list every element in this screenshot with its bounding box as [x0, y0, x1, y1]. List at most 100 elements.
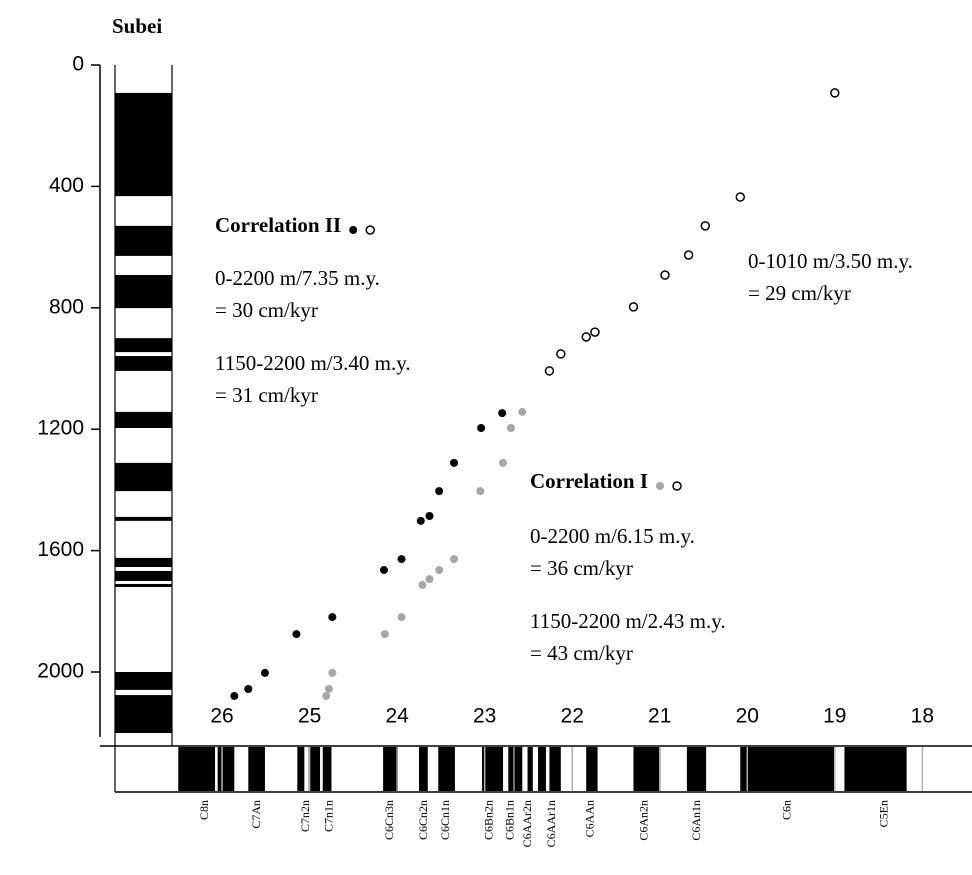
x-tick-label: 23: [473, 705, 496, 728]
chron-label: C6Cn2n: [416, 800, 430, 840]
legend-marker: [656, 482, 665, 490]
chron-band: [538, 747, 546, 791]
polarity-band: [115, 356, 172, 371]
point: [322, 691, 331, 700]
chron-band: [438, 747, 455, 791]
point: [230, 691, 239, 700]
point: [450, 458, 459, 467]
chron-label: C7n2n: [298, 800, 312, 832]
chron-label: C6AAr2n: [520, 800, 534, 847]
y-tick-label: 1200: [37, 417, 84, 440]
chron-band: [549, 747, 561, 791]
polarity-band: [115, 462, 172, 492]
chron-band: [508, 747, 514, 791]
chron-band: [633, 747, 661, 791]
polarity-band: [115, 557, 172, 567]
y-tick-label: 0: [72, 53, 84, 76]
legend-marker: [365, 225, 375, 235]
point: [450, 555, 459, 564]
annotation-line: = 43 cm/kyr: [530, 641, 633, 665]
point: [556, 349, 566, 359]
annotation-line: 0-1010 m/3.50 m.y.: [748, 249, 913, 273]
x-tick-label: 20: [736, 705, 759, 728]
x-tick-label: 22: [561, 705, 584, 728]
annotation-title: Correlation I: [530, 469, 648, 493]
point: [425, 512, 434, 521]
point: [416, 516, 425, 525]
chron-band: [844, 747, 907, 791]
chron-band: [482, 747, 504, 791]
point: [735, 192, 746, 202]
annotation-line: = 36 cm/kyr: [530, 556, 633, 580]
point: [477, 423, 486, 432]
chart-title: Subei: [112, 14, 162, 38]
annotation-line: 0-2200 m/6.15 m.y.: [530, 524, 695, 548]
annotation-title: Correlation II: [215, 213, 341, 237]
point: [328, 668, 337, 677]
chron-label: C6n: [779, 800, 793, 820]
chron-band: [419, 747, 428, 791]
polarity-band: [115, 225, 172, 256]
point: [518, 407, 527, 416]
legend-marker: [349, 226, 358, 234]
chron-label: C6Bn1n: [503, 800, 517, 840]
annotation-line: = 30 cm/kyr: [215, 298, 318, 322]
polarity-band: [115, 516, 172, 521]
chron-band: [178, 747, 216, 791]
point: [498, 409, 507, 418]
annotation-line: = 31 cm/kyr: [215, 383, 318, 407]
chron-label: C7n1n: [321, 800, 335, 832]
point: [660, 270, 670, 280]
annotation-line: = 29 cm/kyr: [748, 281, 851, 305]
x-tick-label: 21: [648, 705, 671, 728]
polarity-band: [115, 275, 172, 309]
chron-label: C6An2n: [637, 800, 651, 841]
chron-label: C5En: [876, 800, 890, 827]
point: [292, 630, 301, 639]
y-tick-label: 2000: [37, 660, 84, 683]
chron-band: [586, 747, 598, 791]
chron-band: [514, 747, 523, 791]
point: [425, 575, 434, 584]
point: [435, 566, 444, 575]
point: [506, 423, 515, 432]
x-tick-label: 24: [385, 705, 409, 728]
annotation-line: 1150-2200 m/3.40 m.y.: [215, 351, 411, 375]
polarity-band: [115, 411, 172, 428]
x-tick-label: 25: [298, 705, 321, 728]
point: [324, 684, 333, 693]
point: [379, 566, 388, 575]
chron-label: C6Bn2n: [482, 800, 496, 840]
point: [700, 221, 711, 231]
annotation-line: 0-2200 m/7.35 m.y.: [215, 266, 380, 290]
chron-label: C6AAn: [582, 800, 596, 837]
chron-label: C8n: [197, 800, 211, 820]
chron-band: [297, 747, 305, 791]
chron-label: C6Cn3n: [382, 800, 396, 840]
point: [476, 487, 485, 496]
chron-band: [308, 747, 321, 791]
point: [260, 668, 269, 677]
annotation-line: 1150-2200 m/2.43 m.y.: [530, 609, 726, 633]
x-tick-label: 18: [911, 705, 934, 728]
point: [628, 302, 639, 312]
point: [328, 613, 337, 622]
point: [397, 555, 406, 564]
polarity-band: [115, 338, 172, 353]
y-tick-label: 1600: [37, 538, 84, 561]
chron-band: [527, 747, 533, 791]
y-tick-label: 800: [49, 295, 84, 318]
point: [380, 630, 389, 639]
polarity-band: [115, 583, 172, 588]
chron-label: C6AAr1n: [544, 800, 558, 847]
point: [397, 613, 406, 622]
polarity-band: [115, 92, 172, 197]
point: [590, 327, 600, 337]
point: [435, 487, 444, 496]
chron-band: [322, 747, 332, 791]
polarity-band: [115, 695, 172, 734]
polarity-band: [115, 570, 172, 581]
point: [581, 332, 591, 342]
point: [544, 366, 555, 376]
